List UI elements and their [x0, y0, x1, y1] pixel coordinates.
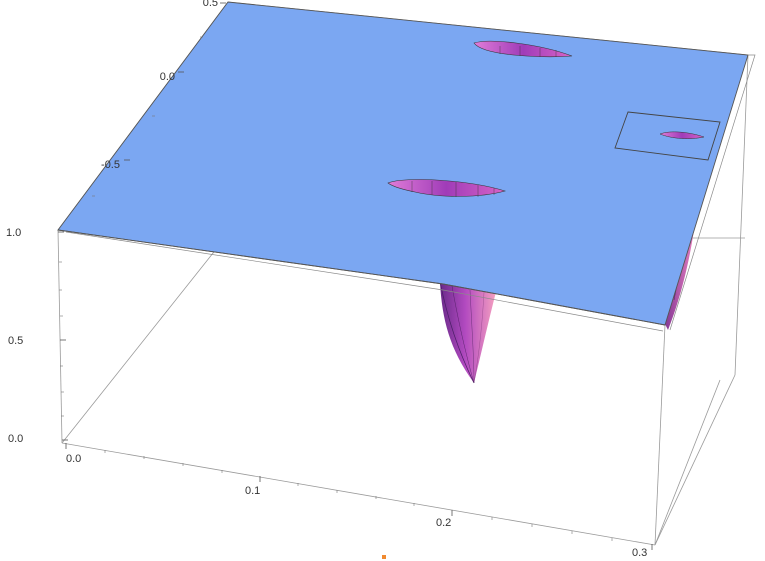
y-axis: 0.5 0.0 -0.5 [92, 0, 226, 197]
z-axis: 1.0 0.5 0.0 [6, 227, 68, 445]
x-axis: 0.0 0.1 0.2 0.3 [65, 443, 653, 559]
z-tick-label: 0.5 [8, 335, 23, 347]
surface-hole-top [473, 40, 573, 58]
z-tick-label: 1.0 [6, 227, 21, 239]
x-tick-label: 0.1 [245, 485, 260, 497]
x-tick-label: 0.2 [436, 517, 451, 529]
inset-region [614, 111, 721, 161]
surface-hole-middle [387, 179, 507, 197]
y-tick-label: 0.5 [203, 0, 218, 9]
z-tick-label: 0.0 [8, 433, 23, 445]
marker-dot [382, 555, 386, 559]
y-tick-label: 0.0 [160, 71, 175, 83]
x-tick-label: 0.3 [632, 547, 647, 559]
x-tick-label: 0.0 [66, 453, 81, 465]
surface-dip [439, 281, 496, 384]
surface-plane [57, 1, 749, 326]
y-tick-label: -0.5 [101, 159, 120, 171]
